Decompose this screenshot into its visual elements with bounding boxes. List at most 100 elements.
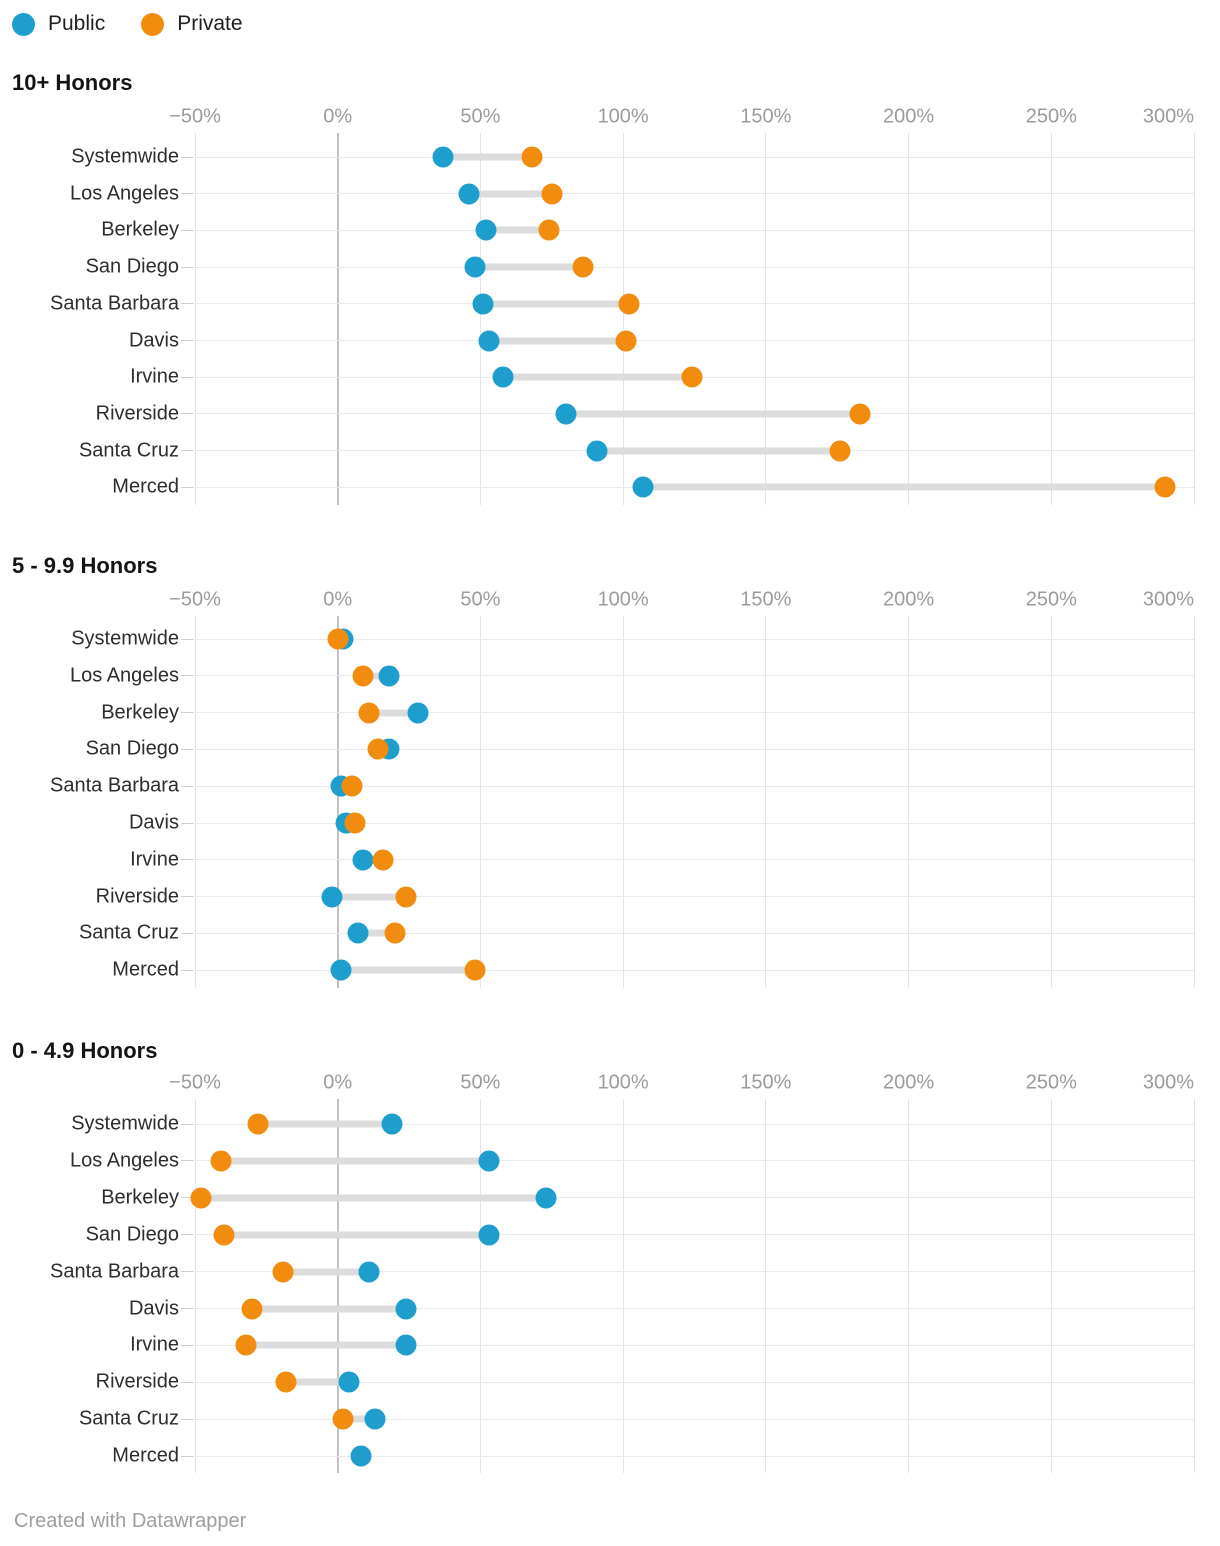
axis-tick-label: 250% xyxy=(1025,1071,1077,1094)
dot-private[interactable] xyxy=(332,1408,354,1430)
dot-private[interactable] xyxy=(213,1224,235,1246)
dot-public[interactable] xyxy=(586,440,608,462)
dot-private[interactable] xyxy=(358,702,380,724)
dot-public[interactable] xyxy=(338,1371,360,1393)
dot-private[interactable] xyxy=(210,1150,232,1172)
axis-tick-label: 200% xyxy=(882,105,935,128)
category-label: Riverside xyxy=(95,1370,179,1393)
legend-item-private[interactable]: Private xyxy=(141,12,243,36)
category-label: Systemwide xyxy=(71,145,179,168)
dot-public[interactable] xyxy=(492,366,514,388)
range-connector xyxy=(469,190,552,198)
dot-public[interactable] xyxy=(458,183,480,205)
dot-private[interactable] xyxy=(384,922,406,944)
row-tick xyxy=(181,712,194,714)
dot-private[interactable] xyxy=(341,775,363,797)
dot-private[interactable] xyxy=(395,886,417,908)
row-gridline xyxy=(195,1160,1194,1162)
dot-private[interactable] xyxy=(367,738,389,760)
dot-public[interactable] xyxy=(321,886,343,908)
axis-tick-label: 50% xyxy=(460,588,501,611)
dot-private[interactable] xyxy=(464,959,486,981)
axis-tick-label: 250% xyxy=(1025,588,1077,611)
row-tick xyxy=(181,1197,194,1199)
dot-public[interactable] xyxy=(395,1298,417,1319)
dot-public[interactable] xyxy=(478,330,500,351)
dot-private[interactable] xyxy=(541,183,563,205)
v-gridline xyxy=(908,616,910,988)
category-label: Davis xyxy=(128,329,179,351)
axis-tick-label: 150% xyxy=(740,105,792,128)
dot-private[interactable] xyxy=(849,403,871,425)
dot-public[interactable] xyxy=(478,1150,500,1172)
row-tick xyxy=(181,1455,194,1457)
axis-tick-label: 200% xyxy=(882,588,935,611)
dot-private[interactable] xyxy=(538,219,560,241)
dot-public[interactable] xyxy=(555,403,577,425)
row-tick xyxy=(181,340,194,341)
dot-public[interactable] xyxy=(381,1113,403,1135)
dot-private[interactable] xyxy=(521,146,543,168)
dot-public[interactable] xyxy=(352,849,374,871)
range-connector xyxy=(488,337,626,344)
dot-private[interactable] xyxy=(272,1261,294,1283)
legend-item-public[interactable]: Public xyxy=(12,12,105,36)
dot-private[interactable] xyxy=(615,330,637,351)
range-connector xyxy=(246,1341,407,1349)
category-label: Davis xyxy=(128,811,179,834)
category-label: Santa Cruz xyxy=(78,921,179,944)
category-label: Riverside xyxy=(95,402,179,425)
row-tick xyxy=(181,1160,194,1162)
dot-private[interactable] xyxy=(572,256,594,278)
dot-public[interactable] xyxy=(347,922,369,944)
dot-private[interactable] xyxy=(344,812,366,834)
row-tick xyxy=(181,229,194,231)
category-label: Irvine xyxy=(130,365,179,388)
dot-private[interactable] xyxy=(235,1334,257,1356)
axis-tick-label: 250% xyxy=(1025,105,1077,128)
dot-public[interactable] xyxy=(632,476,654,498)
dot-public[interactable] xyxy=(358,1261,380,1283)
dot-private[interactable] xyxy=(247,1113,269,1135)
dot-private[interactable] xyxy=(327,628,349,650)
dot-public[interactable] xyxy=(407,702,429,724)
axis-tick-label: 0% xyxy=(323,1071,353,1094)
dot-public[interactable] xyxy=(478,1224,500,1246)
dot-public[interactable] xyxy=(364,1408,386,1430)
dot-private[interactable] xyxy=(618,293,640,315)
panel-title-5to9: 5 - 9.9 Honors xyxy=(12,553,158,578)
category-label: Riverside xyxy=(95,885,179,908)
category-label: Irvine xyxy=(130,848,179,871)
dot-public[interactable] xyxy=(350,1445,372,1467)
dot-private[interactable] xyxy=(681,366,703,388)
category-label: San Diego xyxy=(85,737,179,760)
dot-private[interactable] xyxy=(275,1371,297,1393)
private-dot-icon xyxy=(141,12,165,36)
dot-private[interactable] xyxy=(829,440,851,462)
row-gridline xyxy=(195,1344,1194,1346)
dot-public[interactable] xyxy=(395,1334,417,1356)
range-connector xyxy=(286,1378,350,1386)
dot-public[interactable] xyxy=(475,219,497,241)
dot-private[interactable] xyxy=(190,1187,212,1209)
dot-public[interactable] xyxy=(472,293,494,315)
dot-public[interactable] xyxy=(464,256,486,278)
datawrapper-attribution[interactable]: Created with Datawrapper xyxy=(14,1510,247,1532)
dot-private[interactable] xyxy=(241,1298,263,1319)
dot-private[interactable] xyxy=(372,849,394,871)
dot-public[interactable] xyxy=(330,959,352,981)
dot-public[interactable] xyxy=(432,146,454,168)
axis-tick-label: 100% xyxy=(597,105,649,128)
dot-private[interactable] xyxy=(352,665,374,687)
dot-public[interactable] xyxy=(535,1187,557,1209)
row-tick xyxy=(181,1418,194,1420)
category-label: Santa Barbara xyxy=(50,774,179,797)
axis-tick-label: 50% xyxy=(460,1071,501,1094)
legend: Public Private xyxy=(12,12,243,36)
dot-public[interactable] xyxy=(378,665,400,687)
row-tick xyxy=(181,785,194,787)
category-label: San Diego xyxy=(85,255,179,278)
dot-private[interactable] xyxy=(1154,476,1176,498)
panel-title-0to4: 0 - 4.9 Honors xyxy=(12,1038,158,1063)
axis-tick-label: 0% xyxy=(323,105,353,128)
